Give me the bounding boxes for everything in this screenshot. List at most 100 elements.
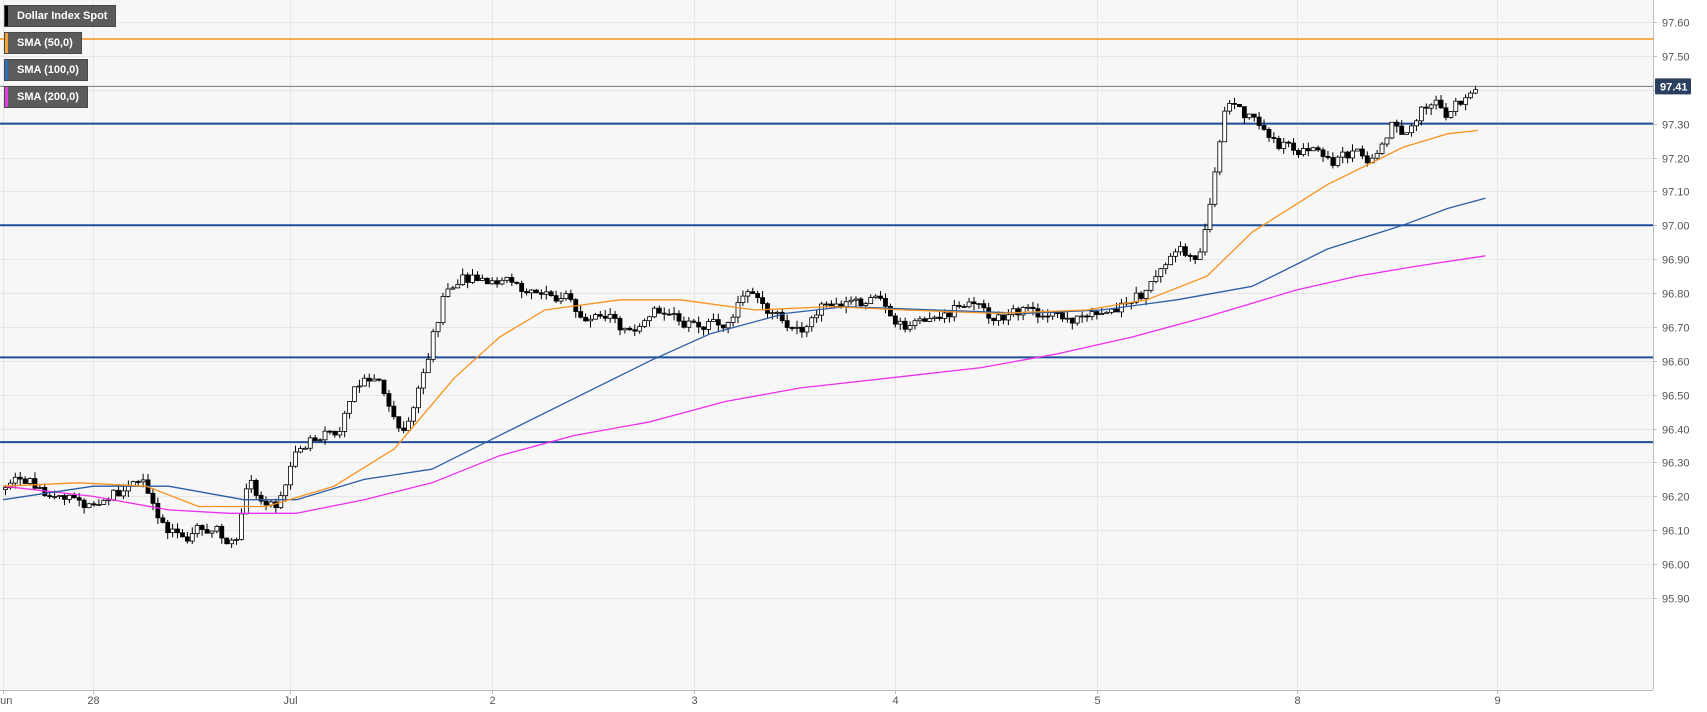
candle-body (1010, 308, 1016, 316)
candle-body (396, 416, 402, 429)
x-tick-label: 9 (1494, 695, 1500, 707)
candle-body (1345, 151, 1351, 159)
legend-item-sma-200[interactable]: SMA (200,0) (4, 86, 88, 108)
candle-body (465, 274, 470, 283)
candle-body (514, 281, 520, 284)
candle-body (981, 303, 987, 309)
candle-body (637, 326, 643, 332)
candle-body (922, 318, 928, 322)
sma200-line (2, 255, 1486, 514)
candle-body (563, 293, 569, 299)
candle-body (617, 318, 623, 331)
candle-body (1173, 251, 1178, 257)
candle-body (789, 327, 795, 329)
candle-body (627, 327, 633, 331)
candle-body (1094, 311, 1100, 315)
candle-body (37, 487, 43, 489)
candle-body (1178, 246, 1183, 253)
chart-legend: Dollar Index Spot SMA (50,0) SMA (100,0)… (4, 5, 117, 113)
candle-body (1364, 155, 1370, 164)
sma-lines (2, 129, 1486, 514)
candle-body (298, 448, 303, 453)
candle-body (883, 297, 888, 307)
candle-body (504, 277, 510, 281)
candle-body (1192, 255, 1198, 260)
candle-body (956, 304, 962, 307)
candle-body (263, 500, 269, 506)
x-tick-label: 8 (1294, 695, 1300, 707)
sma100-line (2, 197, 1486, 501)
candle-body (1045, 315, 1051, 318)
candle-body (52, 496, 58, 498)
legend-item-dollar-index[interactable]: Dollar Index Spot (4, 5, 117, 27)
candle-body (1335, 156, 1341, 166)
candle-body (189, 533, 195, 542)
candle-body (1330, 157, 1336, 166)
x-tick-label: 5 (1094, 695, 1100, 707)
candle-body (342, 412, 348, 432)
candle-body (588, 318, 593, 322)
candle-body (1325, 156, 1331, 158)
candle-body (1089, 311, 1095, 317)
candle-body (1374, 153, 1380, 159)
candle-body (12, 476, 18, 484)
legend-label-sma-50: SMA (50,0) (17, 37, 73, 49)
candle-body (804, 326, 810, 333)
candle-body (1355, 148, 1360, 152)
candle-body (1458, 100, 1464, 105)
candle-body (1060, 312, 1065, 320)
candle-body (184, 536, 190, 542)
y-tick-label: 96.20 (1662, 492, 1690, 504)
candle-body (371, 378, 377, 382)
candle-body (932, 316, 938, 319)
y-tick-label: 97.20 (1662, 154, 1690, 166)
candle-body (91, 503, 97, 506)
candle-body (445, 288, 451, 297)
candle-body (1025, 306, 1031, 309)
candle-body (1438, 99, 1444, 109)
candle-body (425, 358, 431, 374)
candle-body (248, 480, 254, 490)
candle-body (86, 503, 92, 509)
candle-body (1379, 143, 1385, 154)
candle-body (873, 295, 879, 298)
y-tick-label: 96.60 (1662, 357, 1690, 369)
candle-body (135, 481, 141, 483)
candle-body (642, 320, 647, 327)
candle-body (661, 312, 667, 315)
y-tick-label: 96.40 (1662, 425, 1690, 437)
candle-body (1256, 116, 1262, 126)
candle-body (799, 326, 805, 333)
x-tick-label: Jul (283, 695, 297, 707)
legend-item-sma-50[interactable]: SMA (50,0) (4, 32, 82, 54)
candle-body (770, 312, 775, 315)
candle-body (1276, 138, 1282, 149)
candle-body (219, 525, 225, 539)
candle-body (1241, 106, 1247, 119)
candle-body (902, 320, 908, 330)
candle-body (1394, 121, 1400, 127)
candle-body (1114, 308, 1119, 313)
candle-body (1246, 113, 1252, 119)
candle-body (71, 494, 77, 499)
candle-body (1305, 148, 1311, 152)
candle-body (706, 321, 711, 330)
candle-body (1148, 281, 1154, 291)
candle-body (258, 495, 264, 502)
candlesticks (3, 85, 1478, 548)
y-tick-label: 96.80 (1662, 289, 1690, 301)
candle-body (966, 301, 972, 308)
x-tick-label: 28 (87, 695, 99, 707)
candle-body (376, 378, 382, 381)
candle-body (17, 476, 23, 480)
candle-body (1296, 149, 1301, 156)
candle-body (66, 494, 72, 500)
candle-body (1015, 308, 1021, 316)
candle-body (81, 499, 87, 509)
legend-item-sma-100[interactable]: SMA (100,0) (4, 59, 88, 81)
candle-body (253, 480, 259, 496)
candle-body (234, 539, 239, 541)
candle-body (691, 320, 697, 323)
candle-body (435, 322, 441, 333)
